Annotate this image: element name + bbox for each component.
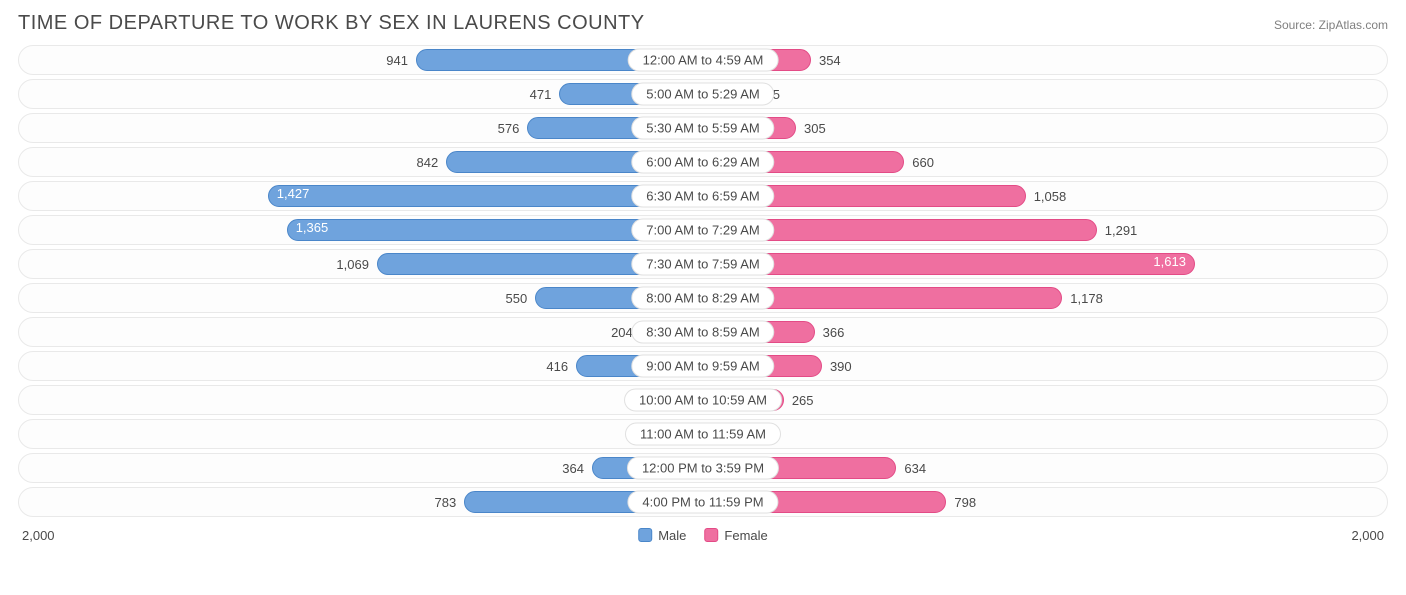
legend-label-female: Female	[724, 528, 767, 543]
male-side: 59	[93, 423, 703, 445]
female-side: 1,291	[703, 219, 1313, 241]
chart-footer: 2,000 Male Female 2,000	[18, 523, 1388, 547]
female-value-label: 1,291	[1105, 223, 1138, 238]
category-label: 7:00 AM to 7:29 AM	[631, 219, 774, 242]
female-value-label: 265	[792, 393, 814, 408]
male-value-label: 941	[386, 53, 408, 68]
category-label: 9:00 AM to 9:59 AM	[631, 355, 774, 378]
male-side: 416	[93, 355, 703, 377]
female-value-label: 390	[830, 359, 852, 374]
female-value-label: 305	[804, 121, 826, 136]
chart-source: Source: ZipAtlas.com	[1274, 18, 1388, 32]
chart-legend: Male Female	[638, 528, 768, 543]
chart-row: 416 390 9:00 AM to 9:59 AM	[18, 351, 1388, 381]
female-value-label: 634	[904, 461, 926, 476]
male-side: 842	[93, 151, 703, 173]
female-value-label: 1,058	[1034, 189, 1067, 204]
female-side: 265	[703, 389, 1313, 411]
female-side: 1,178	[703, 287, 1313, 309]
female-side: 155	[703, 83, 1313, 105]
male-side: 1,365	[93, 219, 703, 241]
female-side: 354	[703, 49, 1313, 71]
female-value-label: 366	[823, 325, 845, 340]
male-value-label: 1,365	[296, 220, 329, 235]
female-side: 366	[703, 321, 1313, 343]
chart-row: 204 366 8:30 AM to 8:59 AM	[18, 317, 1388, 347]
category-label: 7:30 AM to 7:59 AM	[631, 253, 774, 276]
male-side: 1,069	[93, 253, 703, 275]
female-side: 305	[703, 117, 1313, 139]
female-side: 1,613	[703, 253, 1313, 275]
category-label: 4:00 PM to 11:59 PM	[627, 491, 778, 514]
chart-row: 1,427 1,058 6:30 AM to 6:59 AM	[18, 181, 1388, 211]
axis-label-left: 2,000	[22, 528, 55, 543]
male-side: 783	[93, 491, 703, 513]
male-value-label: 842	[417, 155, 439, 170]
legend-swatch-female	[704, 528, 718, 542]
category-label: 12:00 AM to 4:59 AM	[628, 49, 779, 72]
legend-label-male: Male	[658, 528, 686, 543]
male-value-label: 364	[562, 461, 584, 476]
male-value-label: 471	[530, 87, 552, 102]
male-value-label: 1,427	[277, 186, 310, 201]
chart-title: TIME OF DEPARTURE TO WORK BY SEX IN LAUR…	[18, 12, 645, 35]
female-value-label: 1,613	[1153, 254, 1186, 269]
legend-swatch-male	[638, 528, 652, 542]
male-side: 471	[93, 83, 703, 105]
chart-rows: 941 354 12:00 AM to 4:59 AM 471 1555:00 AM t…	[18, 45, 1388, 517]
male-value-label: 204	[611, 325, 633, 340]
category-label: 6:00 AM to 6:29 AM	[631, 151, 774, 174]
category-label: 8:00 AM to 8:29 AM	[631, 287, 774, 310]
chart-row: 842 660 6:00 AM to 6:29 AM	[18, 147, 1388, 177]
legend-item-male: Male	[638, 528, 686, 543]
chart-row: 471 1555:00 AM to 5:29 AM	[18, 79, 1388, 109]
male-value-label: 783	[434, 495, 456, 510]
chart-header: TIME OF DEPARTURE TO WORK BY SEX IN LAUR…	[18, 12, 1388, 35]
female-side: 634	[703, 457, 1313, 479]
female-side: 91	[703, 423, 1313, 445]
female-value-label: 354	[819, 53, 841, 68]
male-value-label: 1,069	[336, 257, 369, 272]
chart-row: 783 798 4:00 PM to 11:59 PM	[18, 487, 1388, 517]
male-side: 204	[93, 321, 703, 343]
female-value-label: 1,178	[1070, 291, 1103, 306]
category-label: 8:30 AM to 8:59 AM	[631, 321, 774, 344]
chart-row: 364 634 12:00 PM to 3:59 PM	[18, 453, 1388, 483]
male-side: 576	[93, 117, 703, 139]
chart-row: 599111:00 AM to 11:59 AM	[18, 419, 1388, 449]
female-side: 798	[703, 491, 1313, 513]
category-label: 10:00 AM to 10:59 AM	[624, 389, 782, 412]
chart-row: 1,365 1,291 7:00 AM to 7:29 AM	[18, 215, 1388, 245]
female-bar: 1,613	[703, 253, 1195, 275]
chart-row: 550 1,178 8:00 AM to 8:29 AM	[18, 283, 1388, 313]
male-side: 1,427	[93, 185, 703, 207]
category-label: 11:00 AM to 11:59 AM	[625, 423, 781, 446]
female-side: 390	[703, 355, 1313, 377]
chart-row: 99 265 10:00 AM to 10:59 AM	[18, 385, 1388, 415]
category-label: 5:30 AM to 5:59 AM	[631, 117, 774, 140]
male-value-label: 550	[506, 291, 528, 306]
female-value-label: 798	[954, 495, 976, 510]
axis-label-right: 2,000	[1351, 528, 1384, 543]
legend-item-female: Female	[704, 528, 767, 543]
male-side: 99	[93, 389, 703, 411]
category-label: 6:30 AM to 6:59 AM	[631, 185, 774, 208]
chart-row: 941 354 12:00 AM to 4:59 AM	[18, 45, 1388, 75]
male-value-label: 576	[498, 121, 520, 136]
male-value-label: 416	[546, 359, 568, 374]
male-side: 550	[93, 287, 703, 309]
female-side: 1,058	[703, 185, 1313, 207]
female-side: 660	[703, 151, 1313, 173]
male-side: 941	[93, 49, 703, 71]
category-label: 12:00 PM to 3:59 PM	[627, 457, 779, 480]
female-value-label: 660	[912, 155, 934, 170]
male-side: 364	[93, 457, 703, 479]
chart-row: 1,069 1,613 7:30 AM to 7:59 AM	[18, 249, 1388, 279]
category-label: 5:00 AM to 5:29 AM	[631, 83, 774, 106]
chart-row: 576 305 5:30 AM to 5:59 AM	[18, 113, 1388, 143]
